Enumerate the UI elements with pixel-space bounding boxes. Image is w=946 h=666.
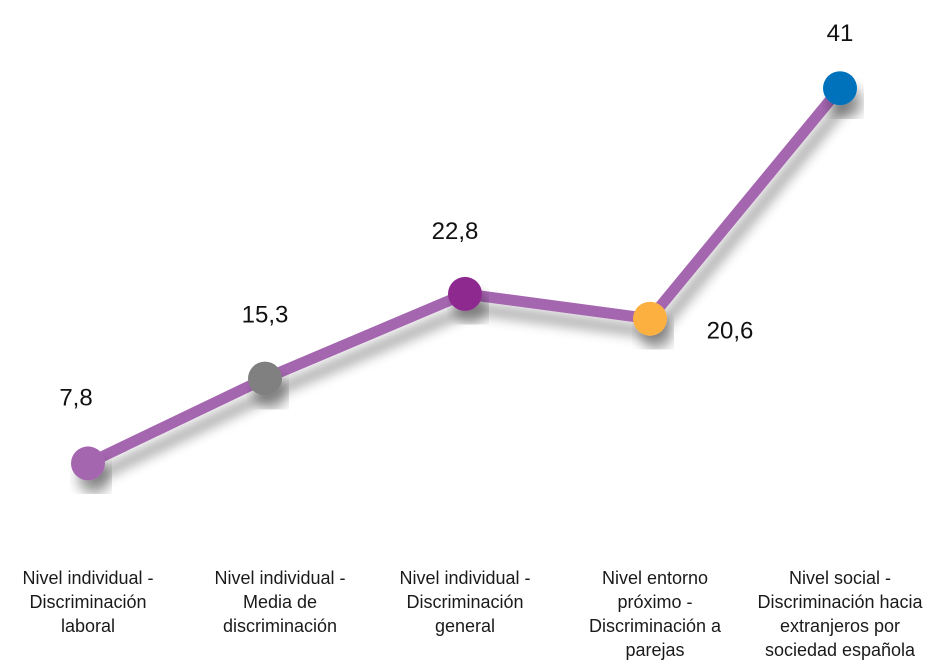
category-label-1: Nivel individual -Discriminación laboral [22, 568, 153, 636]
data-point-1 [71, 446, 105, 481]
category-label-2: Nivel individual -Media de discriminación [214, 568, 345, 636]
value-labels-layer: 7,8 15,3 22,8 20,6 41 [59, 20, 853, 411]
value-label-4: 20,6 [707, 318, 754, 345]
category-label-5: Nivel social -Discriminación hacia extran… [757, 568, 923, 660]
data-point-2 [248, 361, 282, 396]
category-labels-layer: Nivel individual -Discriminación laboral N… [22, 568, 923, 660]
value-label-2: 15,3 [242, 302, 289, 329]
data-points-layer [71, 71, 857, 481]
value-label-1: 7,8 [59, 384, 92, 411]
series-line-layer [82, 82, 846, 469]
data-point-4 [633, 301, 667, 336]
category-label-4: Nivel entorno próximo -Discriminación a pa… [589, 568, 722, 660]
value-label-5: 41 [827, 20, 854, 47]
value-label-3: 22,8 [432, 218, 479, 245]
series-line [82, 82, 846, 469]
data-point-3 [448, 276, 482, 311]
data-point-5 [823, 71, 857, 106]
category-label-3: Nivel individual -Discriminación general [399, 568, 530, 636]
